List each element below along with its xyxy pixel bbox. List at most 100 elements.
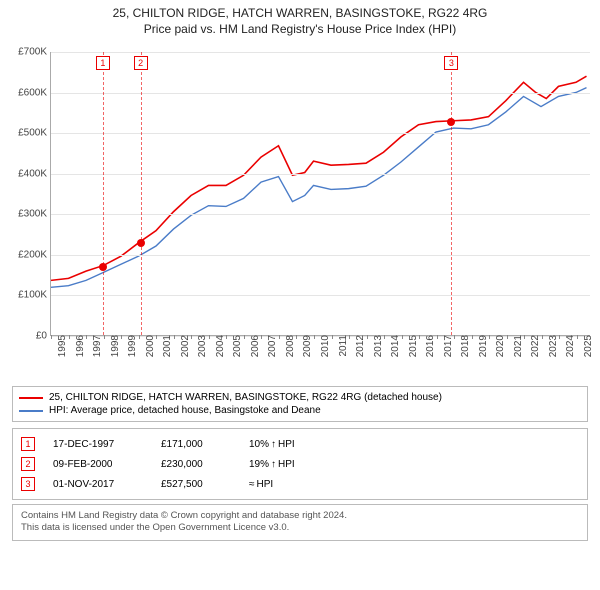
x-tick [472,335,473,339]
legend: 25, CHILTON RIDGE, HATCH WARREN, BASINGS… [12,386,588,422]
event-pct: 19% [249,459,269,470]
y-gridline [51,214,590,215]
x-tick [261,335,262,339]
y-tick-label: £200K [18,249,51,260]
x-tick [244,335,245,339]
x-tick-label: 2002 [178,335,191,357]
bottom-stack: 25, CHILTON RIDGE, HATCH WARREN, BASINGS… [0,380,600,545]
legend-label: 25, CHILTON RIDGE, HATCH WARREN, BASINGS… [49,392,442,403]
x-tick-label: 2015 [406,335,419,357]
x-tick-label: 2009 [300,335,313,357]
event-row: 117-DEC-1997£171,00010% ↑ HPI [21,434,579,454]
title-block: 25, CHILTON RIDGE, HATCH WARREN, BASINGS… [0,0,600,37]
event-id-box: 2 [21,457,35,471]
x-tick-label: 2019 [476,335,489,357]
x-tick [384,335,385,339]
event-note: ≈ HPI [249,479,273,490]
legend-label: HPI: Average price, detached house, Basi… [49,405,321,416]
y-gridline [51,52,590,53]
x-tick-label: 2023 [546,335,559,357]
x-tick [314,335,315,339]
x-tick [121,335,122,339]
x-tick-label: 2025 [581,335,594,357]
x-tick-label: 2018 [458,335,471,357]
series-property_price [51,76,587,280]
x-tick [139,335,140,339]
y-tick-label: £400K [18,168,51,179]
attribution-line-2: This data is licensed under the Open Gov… [21,522,579,534]
x-tick [349,335,350,339]
event-row: 209-FEB-2000£230,00019% ↑ HPI [21,454,579,474]
legend-row: HPI: Average price, detached house, Basi… [19,404,581,417]
event-note: 10% ↑ HPI [249,439,295,450]
title-line-1: 25, CHILTON RIDGE, HATCH WARREN, BASINGS… [0,6,600,22]
legend-swatch [19,397,43,399]
x-tick-label: 2022 [528,335,541,357]
y-gridline [51,93,590,94]
event-date: 01-NOV-2017 [53,479,143,490]
x-tick [489,335,490,339]
x-tick-label: 2024 [563,335,576,357]
x-tick-label: 1999 [125,335,138,357]
x-tick [191,335,192,339]
y-tick-label: £0 [36,331,51,342]
attribution-line-1: Contains HM Land Registry data © Crown c… [21,510,579,522]
x-tick [209,335,210,339]
event-date: 17-DEC-1997 [53,439,143,450]
legend-swatch [19,410,43,412]
chart-container: 25, CHILTON RIDGE, HATCH WARREN, BASINGS… [0,0,600,590]
events-table: 117-DEC-1997£171,00010% ↑ HPI209-FEB-200… [12,428,588,500]
x-tick [507,335,508,339]
y-tick-label: £600K [18,87,51,98]
x-tick-label: 2012 [353,335,366,357]
x-tick-label: 1995 [55,335,68,357]
x-tick [542,335,543,339]
event-vline-2 [141,52,142,335]
x-tick-label: 2016 [423,335,436,357]
x-tick-label: 2000 [143,335,156,357]
event-price: £527,500 [161,479,231,490]
y-gridline [51,133,590,134]
legend-row: 25, CHILTON RIDGE, HATCH WARREN, BASINGS… [19,391,581,404]
x-tick-label: 2004 [213,335,226,357]
event-dot-3 [447,118,455,126]
event-row: 3 01-NOV-2017 £527,500 ≈ HPI [21,474,579,494]
event-dot-2 [137,239,145,247]
event-hpi-label: HPI [278,459,295,470]
x-tick [104,335,105,339]
y-tick-label: £100K [18,290,51,301]
x-tick-label: 2001 [160,335,173,357]
event-hpi-label: HPI [257,479,274,490]
event-marker-2: 2 [134,56,148,70]
event-vline-1 [103,52,104,335]
event-vline-3 [451,52,452,335]
x-tick [402,335,403,339]
y-tick-label: £300K [18,209,51,220]
y-gridline [51,295,590,296]
event-marker-3: 3 [444,56,458,70]
event-note: 19% ↑ HPI [249,459,295,470]
y-tick-label: £700K [18,47,51,58]
x-tick [86,335,87,339]
x-tick [524,335,525,339]
x-tick-label: 2007 [265,335,278,357]
x-tick-label: 1996 [73,335,86,357]
x-tick [419,335,420,339]
event-pct: 10% [249,439,269,450]
x-tick-label: 1997 [90,335,103,357]
event-marker-1: 1 [96,56,110,70]
x-tick [279,335,280,339]
x-tick [156,335,157,339]
x-tick-label: 1998 [108,335,121,357]
x-tick-label: 2010 [318,335,331,357]
x-tick [454,335,455,339]
x-tick-label: 2020 [493,335,506,357]
arrow-icon: ↑ [271,459,276,470]
event-id-box: 3 [21,477,35,491]
line-overlay [51,52,590,335]
x-tick [367,335,368,339]
x-tick-label: 2005 [230,335,243,357]
arrow-icon: ≈ [249,479,255,490]
x-tick [51,335,52,339]
y-gridline [51,255,590,256]
